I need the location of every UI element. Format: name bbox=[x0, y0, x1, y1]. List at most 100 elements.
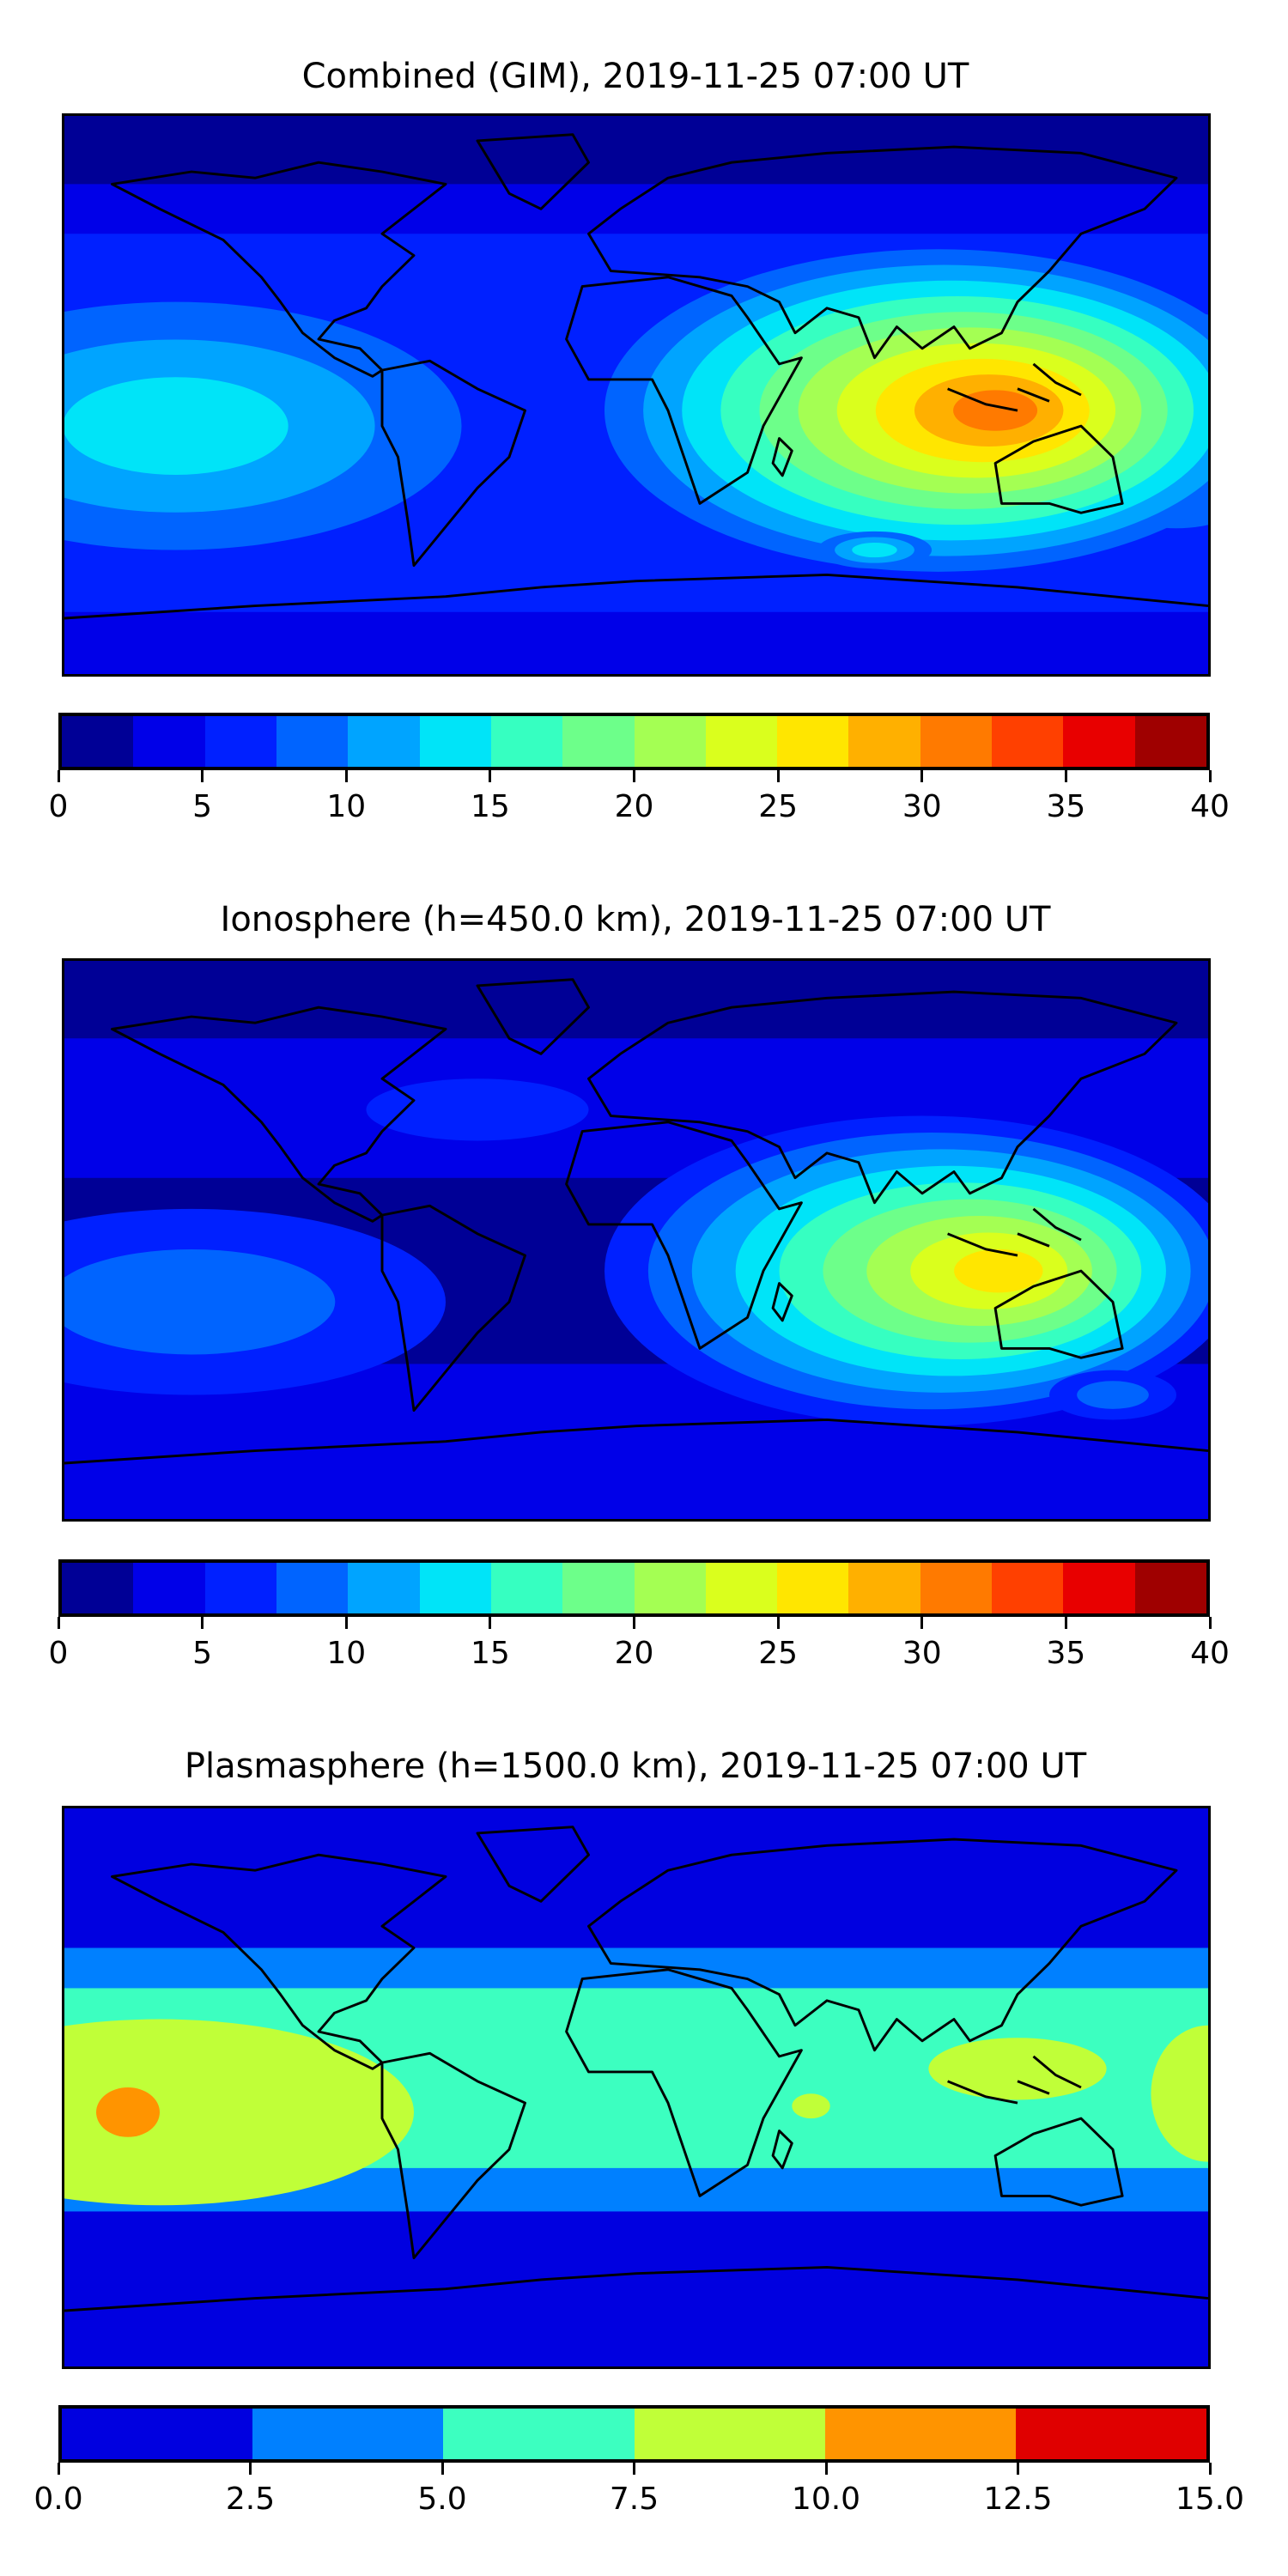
tick-mark bbox=[489, 1617, 492, 1629]
colorbar-level bbox=[276, 1563, 349, 1613]
colorbar-level bbox=[562, 1563, 635, 1613]
tick-label: 40 bbox=[1190, 789, 1230, 824]
tick-mark bbox=[57, 1617, 60, 1629]
colorbar-ticks-ionosphere: 0 5 10 15 20 25 30 35 40 bbox=[49, 1617, 1230, 1671]
contour-region bbox=[852, 543, 897, 558]
coastline bbox=[476, 1826, 590, 1903]
tick-label: 5 bbox=[192, 1636, 213, 1671]
tick-label: 2.5 bbox=[225, 2482, 276, 2517]
colorbar-combined bbox=[58, 713, 1210, 770]
tick-mark bbox=[57, 2463, 60, 2475]
tick-mark bbox=[1064, 1617, 1067, 1629]
coastline bbox=[565, 276, 803, 505]
colorbar-level bbox=[777, 716, 849, 767]
colorbar-plasmasphere bbox=[58, 2405, 1210, 2463]
coastline bbox=[993, 424, 1124, 514]
colorbar-level bbox=[1015, 2409, 1207, 2459]
contour-region bbox=[954, 1249, 1043, 1293]
colorbar-level bbox=[1063, 1563, 1135, 1613]
colorbar-level bbox=[777, 1563, 849, 1613]
coastline bbox=[771, 2129, 793, 2170]
coastline bbox=[476, 978, 590, 1055]
coastline bbox=[64, 2266, 1208, 2312]
colorbar-level bbox=[848, 716, 920, 767]
colorbar-ticks-combined: 0 5 10 15 20 25 30 35 40 bbox=[49, 770, 1230, 824]
tick-mark bbox=[1208, 1617, 1212, 1629]
coastline bbox=[993, 2117, 1124, 2207]
coastline bbox=[587, 1838, 1178, 2052]
coastline bbox=[380, 2051, 526, 2260]
tick-label: 35 bbox=[1046, 789, 1086, 824]
contour-band bbox=[64, 1425, 1208, 1519]
colorbar-level bbox=[276, 716, 349, 767]
tick-mark bbox=[776, 1617, 780, 1629]
colorbar-level bbox=[204, 716, 276, 767]
contour-region bbox=[1077, 1381, 1149, 1409]
contour-region bbox=[366, 1078, 589, 1141]
tick-label: 5 bbox=[192, 789, 213, 824]
tick-mark bbox=[1064, 770, 1067, 782]
coastline bbox=[380, 1204, 526, 1413]
contour-region bbox=[64, 2019, 414, 2206]
tick-label: 25 bbox=[758, 1636, 799, 1671]
coastline bbox=[64, 574, 1208, 620]
colorbar-level bbox=[1063, 716, 1135, 767]
contour-band bbox=[64, 961, 1208, 1039]
tick-mark bbox=[776, 770, 780, 782]
contour-region bbox=[96, 2087, 160, 2137]
colorbar-level bbox=[705, 1563, 778, 1613]
coastline bbox=[565, 1968, 803, 2197]
tick-label: 20 bbox=[614, 1636, 654, 1671]
tick-mark bbox=[633, 770, 635, 782]
tick-label: 15 bbox=[470, 789, 510, 824]
tick-label: 15 bbox=[470, 1636, 510, 1671]
map-plasmasphere bbox=[62, 1806, 1211, 2369]
colorbar-ionosphere bbox=[58, 1559, 1210, 1617]
colorbar-level bbox=[490, 1563, 563, 1613]
colorbar-level bbox=[348, 1563, 420, 1613]
colorbar-level bbox=[1134, 716, 1206, 767]
colorbar-level bbox=[920, 716, 993, 767]
tick-label: 25 bbox=[758, 789, 799, 824]
tick-label: 30 bbox=[902, 789, 942, 824]
colorbar-ticks-plasmasphere: 0.0 2.5 5.0 7.5 10.0 12.5 15.0 bbox=[33, 2463, 1244, 2517]
tick-label: 10 bbox=[326, 789, 367, 824]
tick-mark bbox=[201, 770, 204, 782]
tick-label: 15.0 bbox=[1175, 2482, 1245, 2517]
tick-mark bbox=[57, 770, 60, 782]
colorbar-level bbox=[634, 2409, 825, 2459]
colorbar-level bbox=[204, 1563, 276, 1613]
tick-mark bbox=[201, 1617, 204, 1629]
tick-mark bbox=[344, 1617, 348, 1629]
tick-label: 35 bbox=[1046, 1636, 1086, 1671]
tick-mark bbox=[633, 1617, 635, 1629]
tick-label: 5.0 bbox=[417, 2482, 467, 2517]
map-combined bbox=[62, 113, 1211, 677]
colorbar-level bbox=[824, 2409, 1016, 2459]
panel-title-plasmasphere: Plasmasphere (h=1500.0 km), 2019-11-25 0… bbox=[184, 1747, 1087, 1786]
coastline bbox=[476, 133, 590, 210]
tick-mark bbox=[824, 2463, 828, 2475]
tick-mark bbox=[440, 2463, 444, 2475]
colorbar-level bbox=[992, 1563, 1064, 1613]
colorbar-level bbox=[348, 716, 420, 767]
colorbar-level bbox=[133, 716, 205, 767]
coastline bbox=[111, 161, 447, 378]
colorbar-level bbox=[419, 1563, 491, 1613]
colorbar-level bbox=[1134, 1563, 1206, 1613]
tick-mark bbox=[1017, 2463, 1019, 2475]
coastline bbox=[587, 145, 1178, 360]
colorbar-level bbox=[62, 1563, 134, 1613]
coastline bbox=[993, 1269, 1124, 1359]
colorbar-level bbox=[992, 716, 1064, 767]
colorbar-level bbox=[419, 716, 491, 767]
tick-mark bbox=[344, 770, 348, 782]
tick-label: 12.5 bbox=[983, 2482, 1053, 2517]
tick-label: 40 bbox=[1190, 1636, 1230, 1671]
colorbar-level bbox=[490, 716, 563, 767]
coastline bbox=[947, 362, 1082, 412]
tick-mark bbox=[633, 2463, 635, 2475]
tick-label: 10.0 bbox=[791, 2482, 861, 2517]
contour-region bbox=[792, 2093, 830, 2119]
colorbar-level bbox=[443, 2409, 635, 2459]
